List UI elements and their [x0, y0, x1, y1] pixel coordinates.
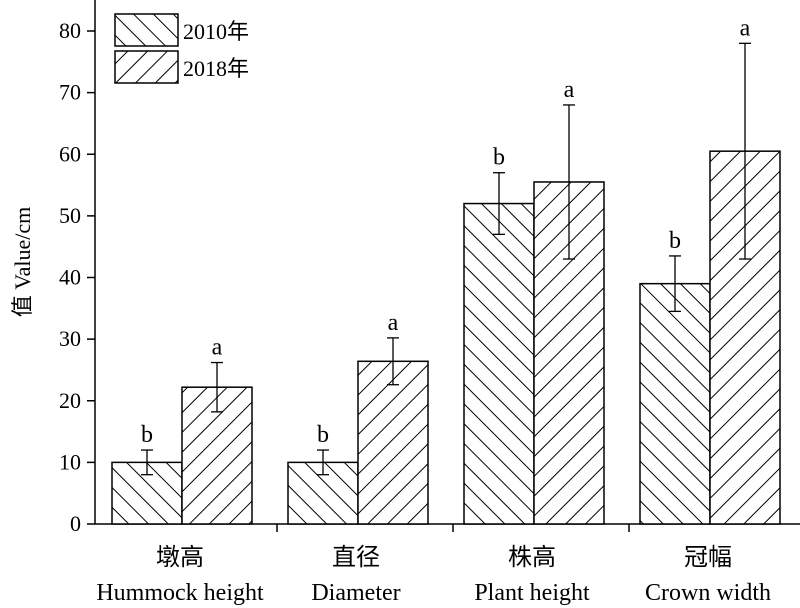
bar — [357, 360, 429, 525]
category-label-en: Crown width — [645, 580, 771, 606]
bar — [287, 461, 359, 525]
y-tick-label: 20 — [59, 388, 81, 413]
y-tick-label: 40 — [59, 265, 81, 290]
significance-label: a — [388, 310, 399, 336]
y-tick-label: 30 — [59, 326, 81, 351]
y-tick-label: 80 — [59, 18, 81, 43]
legend-swatch — [114, 50, 179, 84]
category-label-zh: 株高 — [508, 543, 556, 571]
significance-label: a — [740, 15, 751, 41]
axes: 0 10 20 30 40 50 60 70 80 值 Value/cm 墩高 Hummock hei… — [10, 0, 800, 606]
bars: b a b a b a b a — [111, 15, 781, 525]
category-label-zh: 直径 — [332, 543, 380, 571]
legend-label: 2018年 — [183, 56, 249, 81]
legend-swatch — [114, 13, 179, 47]
y-tick-label: 50 — [59, 203, 81, 228]
y-tick-label: 60 — [59, 141, 81, 166]
significance-label: a — [212, 335, 223, 361]
y-axis-label: 值 Value/cm — [10, 207, 35, 318]
bar — [463, 202, 535, 525]
significance-label: b — [669, 228, 681, 254]
significance-label: b — [317, 422, 329, 448]
bar — [639, 282, 711, 525]
y-tick-label: 0 — [70, 511, 81, 536]
category-label-zh: 冠幅 — [684, 543, 732, 571]
legend-label: 2010年 — [183, 19, 249, 44]
category-label-en: Hummock height — [96, 580, 264, 606]
y-tick-label: 70 — [59, 80, 81, 105]
category-label-en: Diameter — [311, 580, 400, 606]
category-label-en: Plant height — [474, 580, 590, 606]
significance-label: b — [493, 145, 505, 171]
legend: 2010年 2018年 — [114, 13, 249, 84]
significance-label: b — [141, 422, 153, 448]
y-tick-label: 10 — [59, 449, 81, 474]
significance-label: a — [564, 77, 575, 103]
category-label-zh: 墩高 — [156, 543, 204, 571]
